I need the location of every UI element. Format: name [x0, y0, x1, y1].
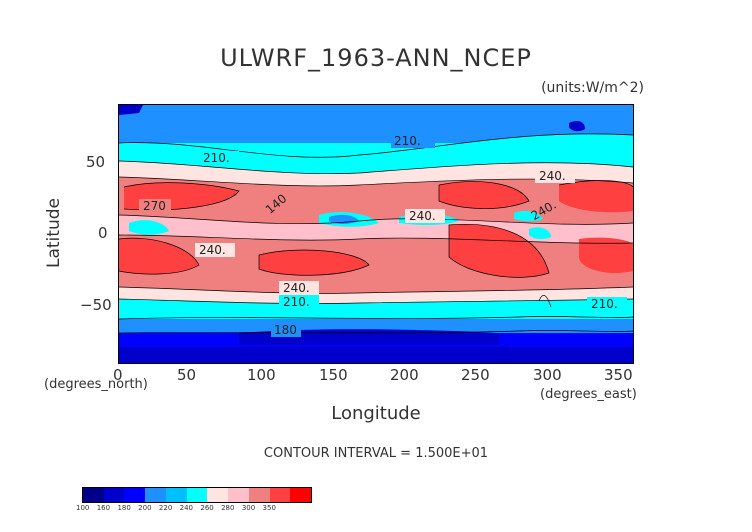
contour-label: 240.	[199, 243, 226, 257]
colorbar-label: 180	[117, 504, 131, 512]
x-tick-label: 0	[113, 366, 123, 384]
colorbar	[82, 487, 312, 503]
contour-label: 180	[274, 323, 297, 337]
x-tick-label: 200	[390, 366, 419, 384]
band-north-subtropic	[119, 161, 633, 186]
x-axis-label: Longitude	[331, 403, 421, 424]
colorbar-label: 100	[76, 504, 90, 512]
colorbar-label: 220	[158, 504, 173, 512]
x-tick-label: 300	[533, 366, 562, 384]
units-label: (units:W/m^2)	[541, 80, 644, 96]
greenland-patch	[569, 121, 585, 132]
warm-cell-pacific-south	[449, 224, 549, 278]
antarctic-patch	[239, 329, 499, 345]
colorbar-segment	[165, 488, 187, 502]
contour-label: 240.	[539, 169, 566, 183]
y-tick-label: 0	[98, 224, 108, 242]
contour-lines	[118, 133, 634, 334]
colorbar-segment	[103, 488, 125, 502]
colorbar-label: 260	[200, 504, 214, 512]
convection-patch-america	[514, 211, 543, 222]
contour-map: 210. 210. 240. 270 140 240. 240. 240. 24…	[118, 105, 634, 363]
colorbar-segment	[83, 488, 104, 502]
y-axis-note: (degrees_north)	[44, 377, 148, 392]
colorbar-segment	[269, 488, 291, 502]
warm-cell-atlantic-north	[559, 180, 633, 213]
warm-cell-atlantic-south	[119, 238, 199, 275]
arctic-patch-west	[119, 105, 143, 115]
x-tick-label: 350	[604, 366, 633, 384]
colorbar-label: 200	[138, 504, 152, 512]
colorbar-segment	[207, 488, 229, 502]
contour-label: 240.	[283, 281, 310, 295]
band-north-polar	[119, 105, 633, 119]
colorbar-segment	[290, 488, 312, 502]
contour-label: 270	[143, 199, 166, 213]
colorbar-segment	[186, 488, 208, 502]
band-south-mid	[119, 299, 633, 319]
convection-patch-africa	[129, 220, 169, 235]
contour-label: 210.	[591, 297, 618, 311]
colorbar-label: 160	[96, 504, 111, 512]
colorbar-label: 280	[221, 504, 235, 512]
y-tick-label: 50	[86, 153, 106, 171]
band-south-subtropic	[119, 287, 633, 304]
contour-label: 210.	[283, 295, 310, 309]
colorbar-label: 350	[262, 504, 276, 512]
contour-label: 210.	[394, 134, 421, 148]
band-south-high	[119, 319, 633, 333]
x-tick-label: 50	[177, 366, 197, 384]
y-axis-label: Latitude	[44, 198, 64, 268]
colorbar-segment	[248, 488, 270, 502]
x-axis-note: (degrees_east)	[540, 387, 637, 402]
map-plot-area: 210. 210. 240. 270 140 240. 240. 240. 24…	[118, 104, 634, 364]
x-tick-label: 100	[247, 366, 276, 384]
colorbar-label: 240	[179, 504, 193, 512]
band-south-polar	[119, 347, 633, 363]
colorbar-segment	[124, 488, 146, 502]
warm-cell-indian-south	[259, 250, 369, 276]
colorbar-segment	[145, 488, 166, 502]
contour-label: 240.	[409, 209, 436, 223]
map-title: ULWRF_1963-ANN_NCEP	[220, 44, 532, 72]
contour-label: 210.	[203, 151, 230, 165]
x-tick-label: 250	[461, 366, 490, 384]
colorbar-label: 300	[241, 504, 256, 512]
contour-interval-text: CONTOUR INTERVAL = 1.500E+01	[263, 446, 489, 461]
y-tick-label: −50	[80, 296, 112, 314]
x-tick-label: 150	[319, 366, 348, 384]
colorbar-segment	[228, 488, 249, 502]
warm-cell-east-south	[579, 237, 633, 274]
warm-cell-pacific-north	[439, 181, 529, 209]
convection-patch-amazon	[529, 227, 551, 240]
